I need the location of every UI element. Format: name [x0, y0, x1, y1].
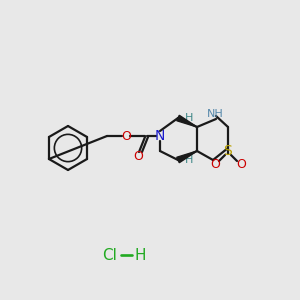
Text: H: H: [185, 155, 193, 165]
Text: Cl: Cl: [103, 248, 117, 262]
Text: O: O: [121, 130, 131, 142]
Polygon shape: [177, 115, 197, 127]
Text: O: O: [236, 158, 246, 172]
Text: O: O: [210, 158, 220, 172]
Text: NH: NH: [207, 109, 224, 119]
Polygon shape: [177, 151, 197, 163]
Text: H: H: [134, 248, 146, 262]
Text: S: S: [224, 144, 232, 158]
Text: O: O: [133, 151, 143, 164]
Text: N: N: [155, 129, 165, 143]
Text: H: H: [185, 113, 193, 123]
